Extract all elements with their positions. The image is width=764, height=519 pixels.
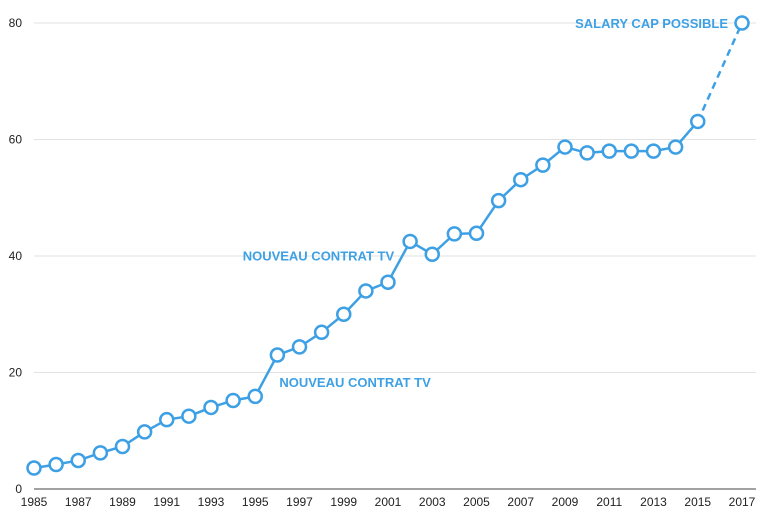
- data-point: [513, 171, 529, 188]
- data-point: [225, 392, 241, 409]
- annotation-label: NOUVEAU CONTRAT TV: [243, 248, 395, 263]
- data-point: [579, 145, 595, 161]
- y-tick-label: 80: [9, 16, 23, 30]
- data-point: [313, 324, 330, 341]
- data-point: [490, 192, 507, 209]
- data-point: [667, 139, 684, 155]
- data-point: [535, 157, 551, 173]
- x-tick-label: 1993: [198, 495, 225, 509]
- x-tick-label: 2015: [684, 495, 711, 509]
- series-line-dashed: [696, 22, 744, 122]
- y-axis-ticks: 0 20 40 60 80: [9, 16, 23, 496]
- y-tick-label: 40: [9, 249, 23, 263]
- x-tick-label: 2007: [507, 495, 534, 509]
- y-tick-label: 60: [9, 133, 23, 147]
- data-point: [269, 347, 286, 363]
- x-tick-label: 1989: [109, 495, 136, 509]
- annotation-label: NOUVEAU CONTRAT TV: [279, 375, 431, 390]
- data-point: [690, 113, 706, 130]
- annotation-label: SALARY CAP POSSIBLE: [575, 16, 728, 31]
- x-tick-label: 2017: [729, 495, 756, 509]
- data-point: [358, 283, 374, 299]
- x-tick-label: 1991: [153, 495, 180, 509]
- data-point: [468, 225, 485, 242]
- x-tick-label: 1987: [65, 495, 92, 509]
- data-point: [48, 456, 64, 473]
- data-point: [70, 452, 86, 469]
- x-tick-label: 2003: [419, 495, 446, 509]
- annotations: SALARY CAP POSSIBLE NOUVEAU CONTRAT TV NOU…: [243, 16, 729, 390]
- x-tick-label: 2005: [463, 495, 490, 509]
- x-tick-label: 1995: [242, 495, 269, 509]
- data-point: [247, 388, 263, 405]
- x-tick-label: 2009: [552, 495, 579, 509]
- data-point: [203, 399, 219, 416]
- data-point: [159, 411, 175, 428]
- x-axis-ticks: 1985 1987 1989 1991 1993 1995 1997 1999 2001 2003…: [21, 495, 756, 509]
- x-tick-label: 2001: [375, 495, 402, 509]
- data-point: [136, 424, 153, 440]
- y-tick-label: 0: [15, 482, 22, 496]
- x-tick-label: 1999: [330, 495, 357, 509]
- data-point: [734, 15, 750, 31]
- y-tick-label: 20: [9, 366, 23, 380]
- data-point: [557, 139, 573, 155]
- x-tick-label: 2013: [640, 495, 667, 509]
- x-tick-label: 1985: [21, 495, 48, 509]
- data-point: [336, 306, 352, 322]
- series-markers: [26, 15, 750, 476]
- data-point: [623, 143, 640, 159]
- data-point: [114, 438, 131, 455]
- data-point: [181, 408, 197, 424]
- data-point: [92, 445, 109, 461]
- data-point: [424, 246, 440, 263]
- data-point: [402, 233, 418, 250]
- data-point: [291, 339, 308, 355]
- series-line: [33, 22, 744, 470]
- gridlines: [34, 22, 756, 490]
- data-point: [446, 226, 463, 242]
- data-point: [380, 274, 396, 290]
- data-point: [26, 460, 42, 476]
- data-point: [645, 143, 662, 159]
- x-tick-label: 2011: [596, 495, 622, 509]
- x-tick-label: 1997: [286, 495, 313, 509]
- data-point: [601, 143, 617, 159]
